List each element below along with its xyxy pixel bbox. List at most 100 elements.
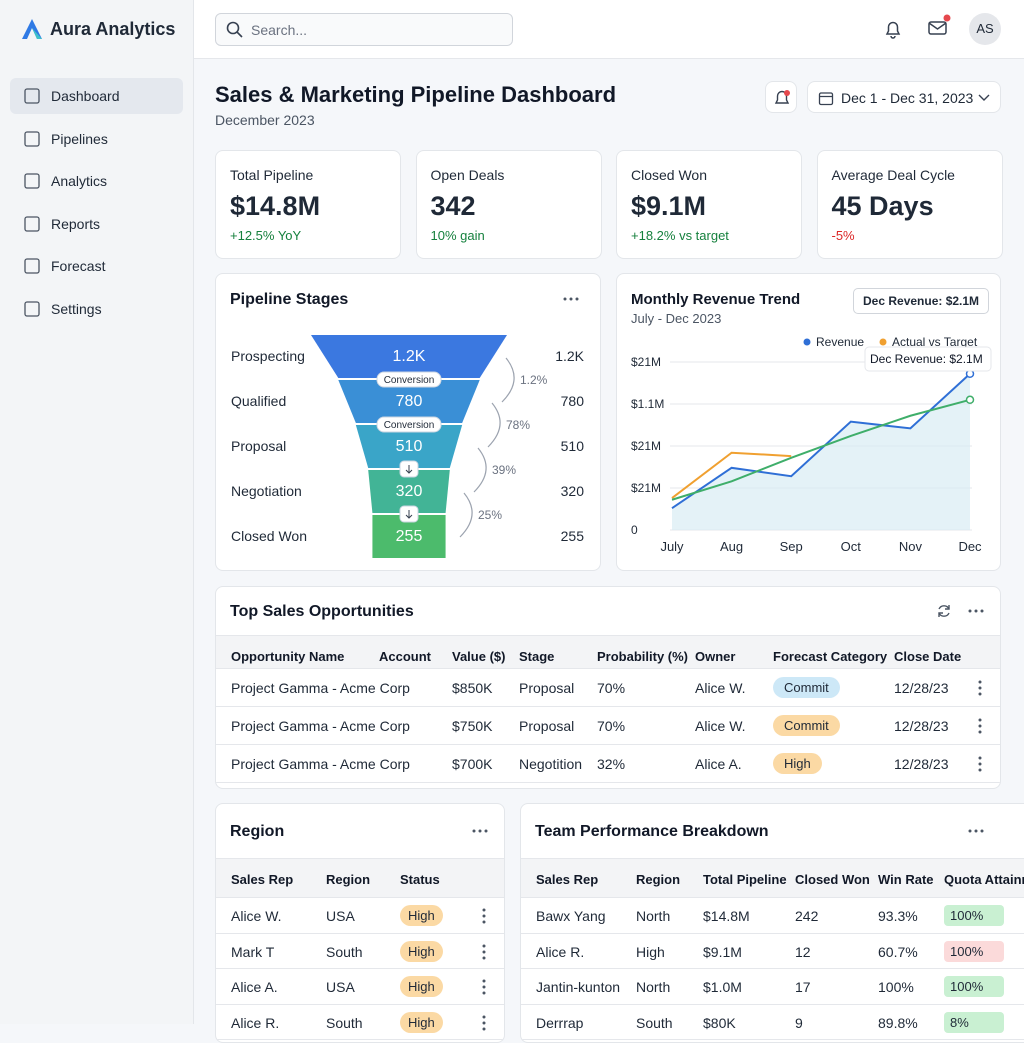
more-button[interactable] <box>968 608 984 614</box>
date-range: Dec 1 - Dec 31, 2023 <box>841 90 974 106</box>
revenue-area <box>672 373 970 530</box>
x-tick-label: July <box>660 539 684 554</box>
funnel-segment <box>355 425 463 468</box>
dot <box>978 692 982 696</box>
column-header[interactable]: Forecast Category <box>773 649 888 664</box>
nav-item[interactable]: Reports <box>10 206 183 242</box>
column-header[interactable]: Probability (%) <box>597 649 689 664</box>
cell: Derrrap <box>536 1014 584 1031</box>
row-menu[interactable] <box>977 718 983 734</box>
cell: 242 <box>795 908 819 924</box>
cell: Alice R. <box>536 943 585 960</box>
column-header[interactable]: Region <box>326 872 371 887</box>
conversion-arrow <box>459 492 473 538</box>
column-header[interactable]: Opportunity Name <box>231 649 345 664</box>
cell: Proposal <box>519 718 575 734</box>
cell: USA <box>326 979 355 995</box>
dot <box>978 724 982 728</box>
column-header[interactable]: Total Pipeline <box>703 872 787 887</box>
y-tick-label: 0 <box>631 523 638 537</box>
column-header[interactable]: Closed Won <box>795 872 870 887</box>
nav-item[interactable]: Forecast <box>10 248 183 284</box>
card-title: Monthly Revenue Trend <box>631 291 801 308</box>
column-header[interactable]: Region <box>636 872 681 887</box>
stage-name: Proposal <box>231 438 286 454</box>
region-card: Region Sales Rep Region Status Alice W. USA H… <box>215 803 505 1043</box>
nav-item[interactable]: Pipelines <box>10 121 183 157</box>
icon-shape <box>24 258 40 274</box>
column-header[interactable]: Quota Attainment <box>944 872 1024 887</box>
bell-icon[interactable] <box>883 19 903 39</box>
nav-icon <box>24 300 40 317</box>
date-range-picker[interactable]: Dec 1 - Dec 31, 2023 <box>807 81 1001 113</box>
kpi-value: $14.8M <box>230 191 321 221</box>
nav-item[interactable]: Dashboard <box>10 78 183 114</box>
dot <box>482 991 486 995</box>
stage-name: Closed Won <box>231 528 307 544</box>
table-row <box>216 669 1000 707</box>
row-menu[interactable] <box>481 979 487 995</box>
mail-icon[interactable] <box>927 13 951 37</box>
conversion-arrow <box>501 357 515 403</box>
dot <box>482 944 486 947</box>
nav-item[interactable]: Analytics <box>10 163 183 199</box>
column-header[interactable]: Close Date <box>894 649 962 664</box>
cell: Project Gamma - Acme Corp <box>231 756 410 772</box>
refresh-button[interactable] <box>936 603 952 619</box>
dot <box>482 985 486 989</box>
stage-value: 320 <box>561 483 585 499</box>
column-header[interactable]: Win Rate <box>878 872 934 887</box>
icon-shape <box>24 173 40 189</box>
more-button[interactable] <box>968 828 984 834</box>
more-button[interactable] <box>472 828 488 834</box>
cell: Alice R. <box>231 1014 280 1031</box>
cell: Alice A. <box>695 756 742 772</box>
kpi-label: Open Deals <box>430 167 505 183</box>
alert-button[interactable] <box>765 81 797 113</box>
calendar-icon <box>818 92 834 106</box>
funnel-label: 510 <box>396 438 423 455</box>
column-header[interactable]: Stage <box>519 649 555 664</box>
nav-icon <box>24 215 40 232</box>
x-tick-label: Dec <box>958 539 982 554</box>
status-badge: High <box>400 905 443 926</box>
nav-icon <box>24 173 40 189</box>
column-header[interactable]: Status <box>400 872 440 887</box>
nav-item[interactable]: Settings <box>10 291 183 327</box>
column-header[interactable]: Value ($) <box>452 649 506 664</box>
revenue-card: Monthly Revenue Trend July - Dec 2023 De… <box>616 273 1001 571</box>
cell: 93.3% <box>878 908 918 924</box>
cell: USA <box>326 908 355 924</box>
row-menu[interactable] <box>977 680 983 696</box>
cell: 12/28/23 <box>894 718 949 734</box>
legend-swatch <box>803 338 811 346</box>
column-header[interactable]: Sales Rep <box>536 872 599 887</box>
conversion-rate: 39% <box>492 463 516 477</box>
column-header[interactable]: Sales Rep <box>231 872 294 887</box>
row-menu[interactable] <box>481 1015 487 1031</box>
column-header[interactable]: Owner <box>695 649 736 664</box>
forecast-badge: Commit <box>773 677 840 698</box>
legend-label: Actual vs Target <box>892 335 978 349</box>
cell: Jantin-kunton <box>536 979 621 995</box>
conversion-pill <box>376 371 442 388</box>
nav-icon <box>24 130 40 147</box>
table-row <box>216 934 504 969</box>
cell: 9 <box>795 1014 803 1031</box>
cell: North <box>636 979 671 995</box>
column-header[interactable]: Account <box>379 649 431 664</box>
y-tick-label: $21M <box>631 481 661 495</box>
page-subtitle: December 2023 <box>215 112 315 128</box>
line-chart: 0 $21M $21M $1.1M $21M July Aug Sep Oct Nov Dec Rev… <box>631 335 992 554</box>
cell: Mark T <box>231 943 275 960</box>
search-icon <box>226 21 243 38</box>
kpi-value: 45 Days <box>831 191 934 221</box>
search-input[interactable]: Search... <box>215 13 513 46</box>
row-menu[interactable] <box>481 944 487 960</box>
tooltip-box <box>864 346 992 372</box>
row-menu[interactable] <box>977 756 983 772</box>
table-row <box>216 898 504 934</box>
row-menu[interactable] <box>481 908 487 924</box>
more-button[interactable] <box>563 296 579 302</box>
avatar[interactable]: AS <box>969 13 1001 45</box>
